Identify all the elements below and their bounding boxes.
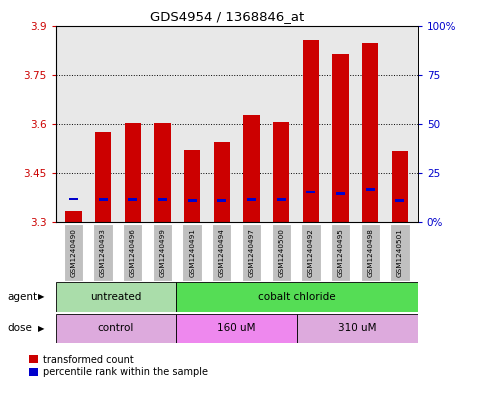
Bar	[213, 142, 230, 222]
Bar	[158, 198, 167, 201]
Text: GSM1240491: GSM1240491	[189, 228, 195, 277]
Text: GSM1240493: GSM1240493	[100, 228, 106, 277]
Text: 160 uM: 160 uM	[217, 323, 256, 333]
Text: agent: agent	[7, 292, 37, 302]
Text: 310 uM: 310 uM	[338, 323, 377, 333]
Bar	[212, 224, 231, 281]
Text: GSM1240501: GSM1240501	[397, 228, 403, 277]
Bar	[65, 211, 82, 222]
Bar	[396, 199, 404, 202]
Bar	[184, 150, 200, 222]
Bar	[277, 198, 286, 201]
Bar	[154, 123, 170, 222]
Bar	[128, 198, 137, 201]
Bar	[247, 198, 256, 201]
Bar	[331, 224, 350, 281]
Bar	[306, 191, 315, 193]
Bar	[336, 192, 345, 195]
Bar	[301, 224, 321, 281]
Bar	[366, 188, 375, 191]
Bar	[123, 224, 142, 281]
Bar	[125, 123, 141, 222]
Bar	[99, 198, 108, 201]
Text: GSM1240490: GSM1240490	[71, 228, 76, 277]
Bar	[303, 40, 319, 222]
Text: GDS4954 / 1368846_at: GDS4954 / 1368846_at	[150, 10, 304, 23]
Bar	[69, 198, 78, 200]
Bar	[93, 224, 113, 281]
Text: ▶: ▶	[38, 324, 44, 333]
Bar	[242, 224, 261, 281]
Bar	[176, 314, 297, 343]
Bar	[56, 282, 176, 312]
Text: GSM1240500: GSM1240500	[278, 228, 284, 277]
Text: ▶: ▶	[38, 292, 44, 301]
Bar	[95, 132, 111, 222]
Text: GSM1240495: GSM1240495	[338, 228, 343, 277]
Bar	[64, 224, 83, 281]
Bar	[361, 224, 380, 281]
Text: cobalt chloride: cobalt chloride	[258, 292, 336, 302]
Bar	[217, 199, 227, 202]
Bar	[187, 199, 197, 202]
Text: GSM1240494: GSM1240494	[219, 228, 225, 277]
Bar	[153, 224, 172, 281]
Bar	[176, 282, 418, 312]
Legend: transformed count, percentile rank within the sample: transformed count, percentile rank withi…	[29, 354, 208, 377]
Bar	[273, 121, 289, 222]
Text: untreated: untreated	[90, 292, 142, 302]
Bar	[56, 314, 176, 343]
Bar	[271, 224, 291, 281]
Text: control: control	[98, 323, 134, 333]
Bar	[243, 115, 260, 222]
Bar	[297, 314, 418, 343]
Bar	[392, 151, 408, 222]
Text: GSM1240496: GSM1240496	[130, 228, 136, 277]
Bar	[183, 224, 202, 281]
Text: dose: dose	[7, 323, 32, 333]
Text: GSM1240499: GSM1240499	[159, 228, 166, 277]
Bar	[332, 54, 349, 222]
Text: GSM1240497: GSM1240497	[249, 228, 255, 277]
Text: GSM1240492: GSM1240492	[308, 228, 314, 277]
Text: GSM1240498: GSM1240498	[367, 228, 373, 277]
Bar	[362, 42, 379, 222]
Bar	[390, 224, 410, 281]
